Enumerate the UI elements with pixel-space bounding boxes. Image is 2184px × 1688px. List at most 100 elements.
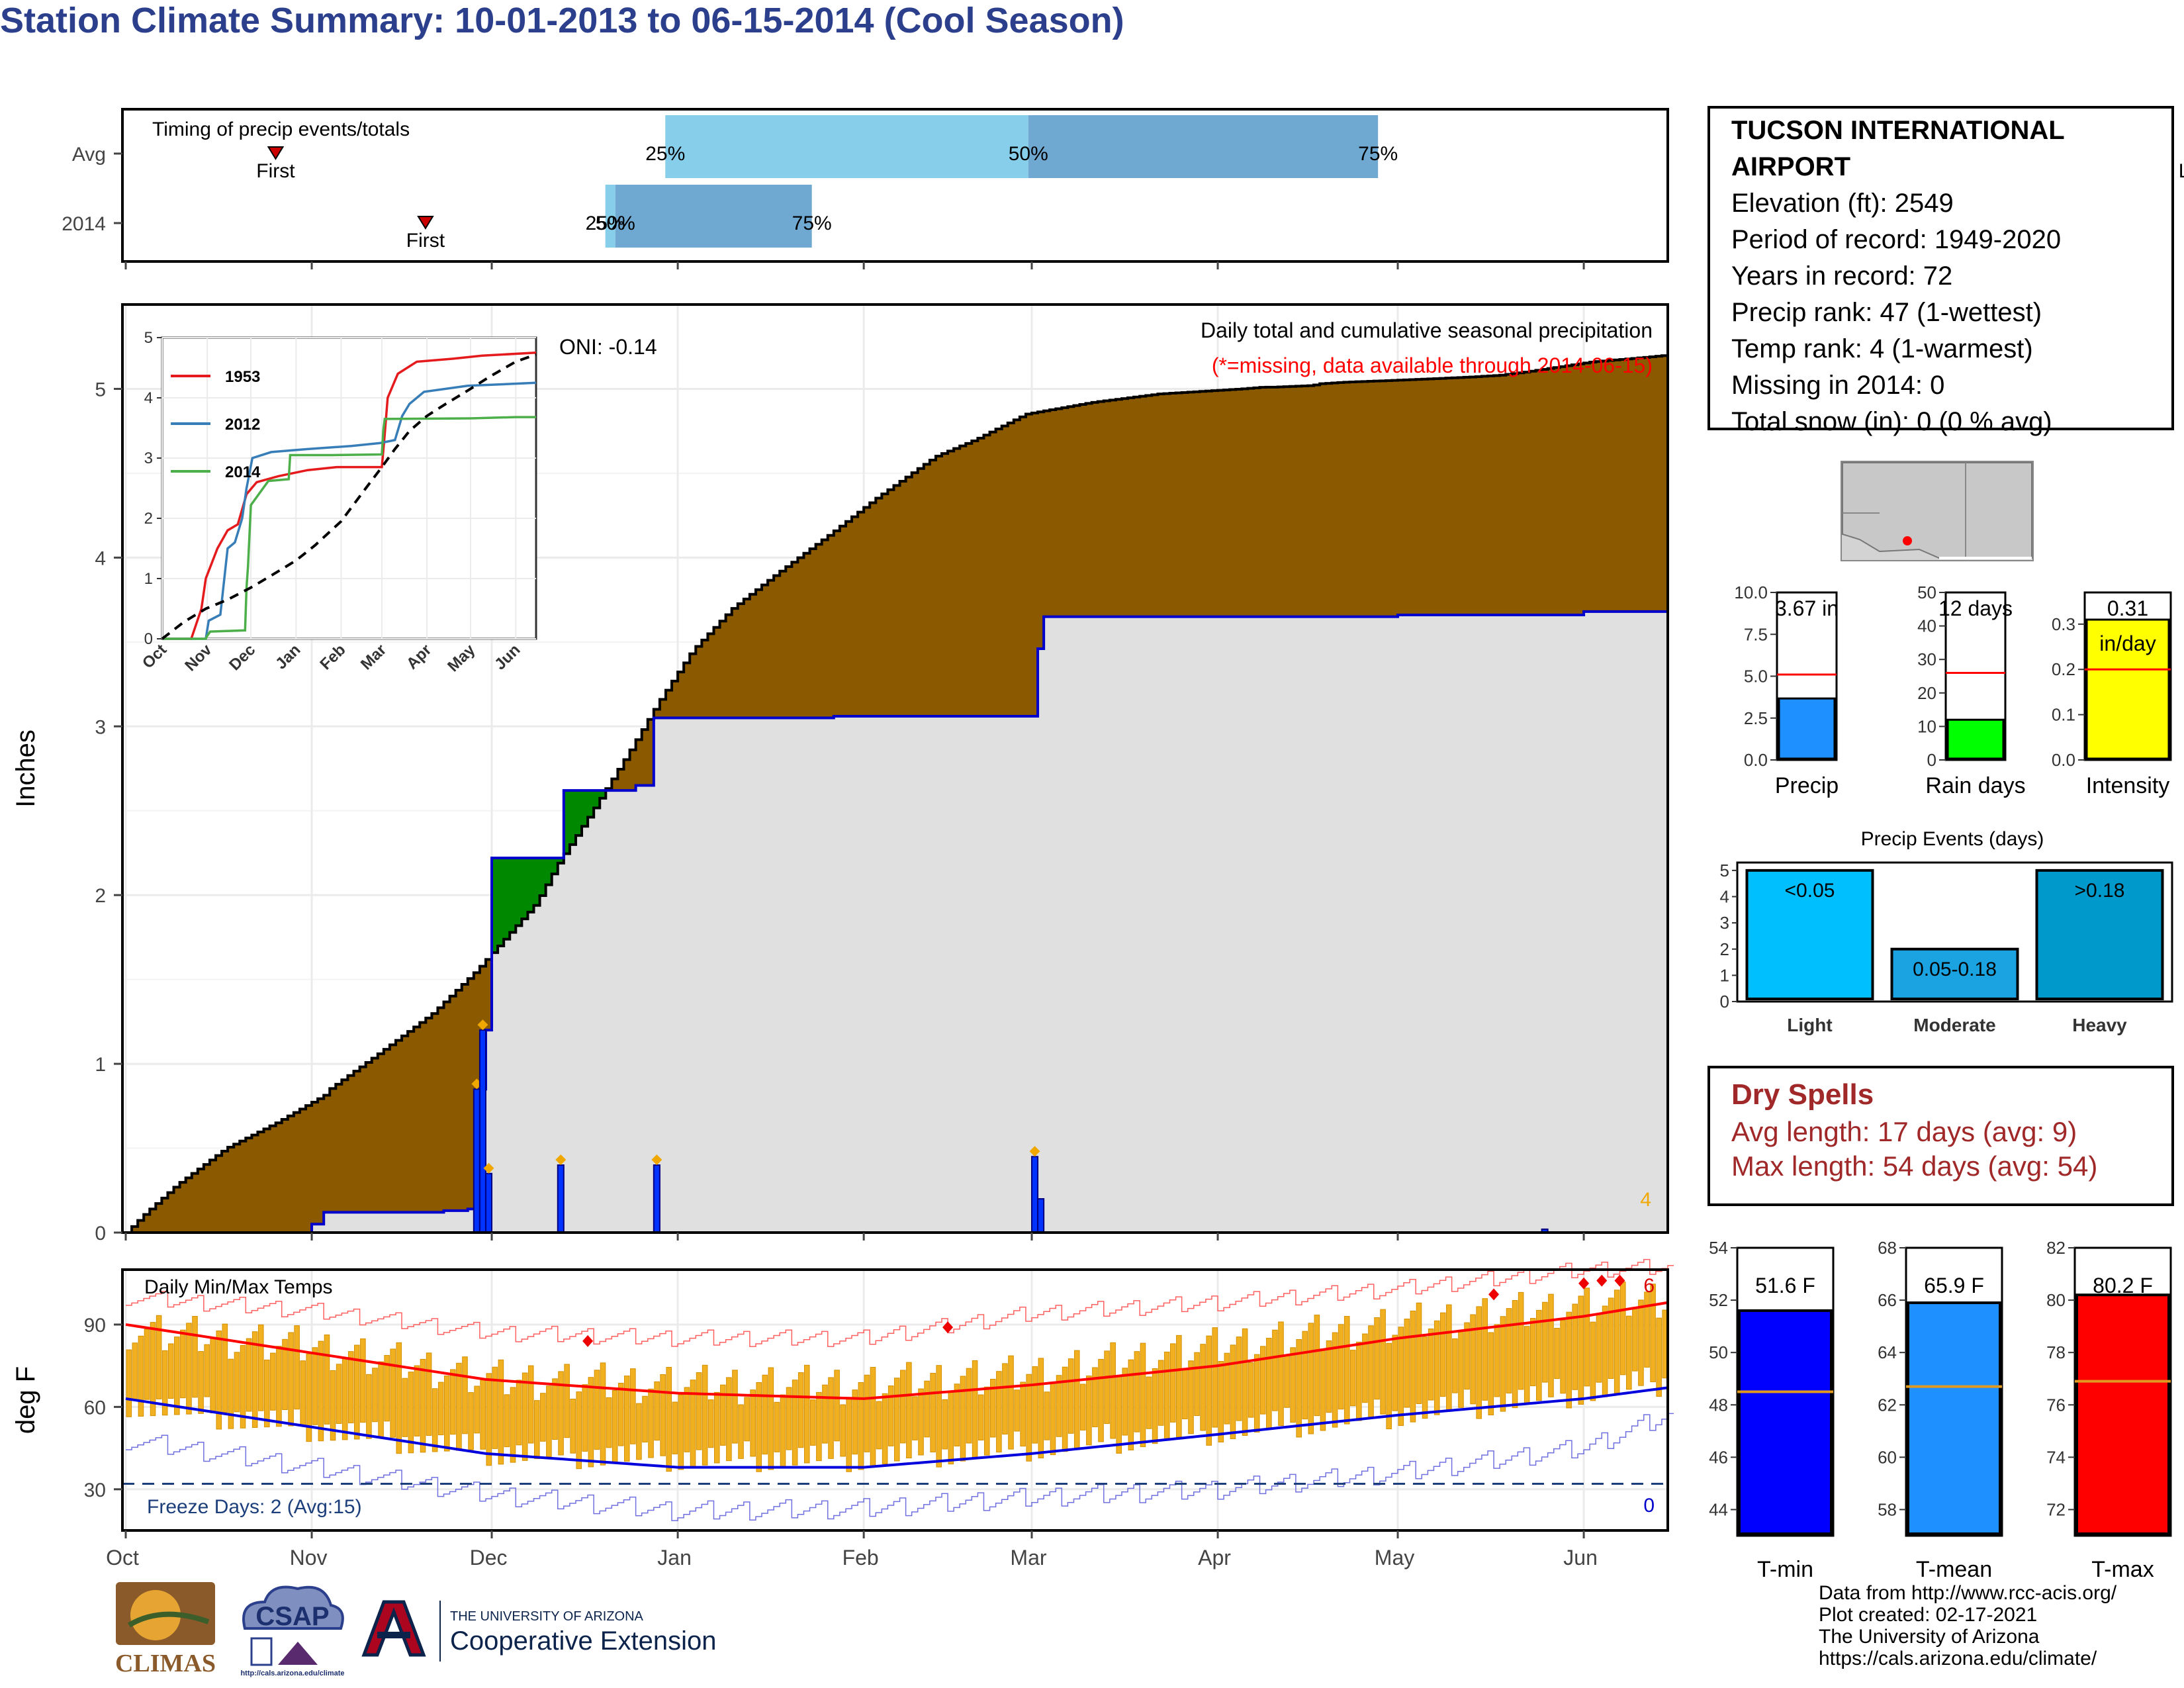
temps-x-tick-label: Dec: [470, 1546, 508, 1570]
daily-temp-bar: [347, 1351, 354, 1424]
daily-temp-bar: [1644, 1291, 1650, 1368]
summary-bar: [1946, 718, 2005, 760]
daily-temp-bar: [1343, 1316, 1350, 1425]
daily-temp-bar: [672, 1401, 678, 1454]
timing-bar-q50-q75: [615, 185, 812, 248]
daily-temp-bar: [1212, 1327, 1218, 1428]
record-high-count: 6: [1643, 1275, 1655, 1297]
summary-y-tick-label: 0.2: [2052, 659, 2075, 679]
daily-temp-bar: [1176, 1335, 1182, 1438]
inset-legend-label: 2012: [225, 416, 260, 434]
main-y-tick-label: 0: [95, 1223, 106, 1244]
daily-temp-bar: [1338, 1324, 1344, 1410]
csap-logo-cloud: [242, 1585, 344, 1630]
daily-temp-bar: [1482, 1298, 1488, 1401]
daily-temp-bar: [1134, 1351, 1140, 1432]
daily-temp-bar: [1349, 1350, 1356, 1407]
events-bar-label: <0.05: [1785, 880, 1835, 902]
daily-temp-bar: [1230, 1344, 1236, 1439]
temps-frame: [121, 1268, 1669, 1532]
temp-summary-value-label: 51.6 F: [1755, 1274, 1815, 1297]
dry-spells-avg: Avg length: 17 days (avg: 9): [1731, 1116, 2077, 1147]
daily-temp-bar: [1278, 1321, 1284, 1427]
daily-temp-bar: [1218, 1361, 1224, 1442]
summary-y-tick-label: 0.0: [1744, 750, 1768, 770]
daily-temp-bar: [1362, 1333, 1368, 1403]
daily-temp-bar: [414, 1365, 420, 1436]
daily-temp-bar: [216, 1330, 222, 1430]
daily-temp-bar: [1200, 1344, 1206, 1431]
daily-temp-bar: [750, 1389, 756, 1457]
daily-temp-bar: [1104, 1350, 1110, 1425]
events-y-tick-label: 4: [1720, 887, 1729, 907]
station-line: Years in record: 72: [1731, 261, 1953, 291]
events-bar-label: >0.18: [2075, 880, 2125, 902]
daily-temp-bar: [222, 1323, 228, 1413]
temps-y-tick-label: 90: [84, 1315, 106, 1336]
daily-temp-bar: [144, 1329, 150, 1400]
summary-x-label: Precip: [1775, 773, 1839, 798]
daily-temp-bar: [756, 1382, 762, 1472]
daily-temp-bar: [1566, 1311, 1572, 1409]
summary-y-tick-label: 50: [1917, 583, 1936, 602]
temp-summary-y-tick-label: 54: [1709, 1238, 1728, 1258]
daily-temp-bar: [1476, 1306, 1482, 1419]
temps-y-tick-label: 30: [84, 1479, 106, 1501]
events-bar: [1745, 868, 1874, 1001]
daily-temp-bar: [936, 1365, 942, 1468]
daily-temp-bar: [1326, 1340, 1332, 1413]
summary-y-tick-label: 20: [1917, 683, 1936, 703]
ua-logo-a-mark: [361, 1600, 426, 1657]
temp-summary-y-tick-label: 64: [1878, 1342, 1897, 1362]
daily-temp-bar: [660, 1374, 666, 1456]
daily-temp-bar: [1506, 1308, 1512, 1393]
events-y-tick-label: 5: [1720, 861, 1729, 880]
daily-temp-bar: [251, 1331, 258, 1428]
timing-row-label: Avg: [72, 144, 106, 165]
avg-max-temp-line: [125, 1301, 1668, 1400]
daily-temp-bar: [126, 1349, 132, 1417]
temp-summary-y-tick-label: 66: [1878, 1290, 1897, 1310]
main-y-tick-label: 3: [95, 716, 106, 738]
summary-y-tick-label: 30: [1917, 649, 1936, 669]
daily-temp-bar: [702, 1364, 708, 1466]
daily-temp-bar: [960, 1376, 966, 1462]
main-y-axis-label: Inches: [11, 729, 40, 808]
inset-legend-label: 2014: [225, 463, 261, 481]
daily-temp-bar: [390, 1348, 396, 1438]
record-low-line: [126, 1413, 1674, 1521]
daily-temp-bar: [1272, 1329, 1278, 1411]
timing-first-marker: [267, 146, 285, 160]
daily-temp-bar: [1398, 1327, 1404, 1427]
temps-x-tick-label: Jan: [657, 1546, 692, 1570]
daily-temp-bar: [420, 1358, 426, 1453]
daily-temp-bar: [1488, 1332, 1494, 1416]
csap-logo-text: CSAP: [255, 1602, 329, 1631]
daily-temp-bar: [1020, 1382, 1026, 1447]
daily-temp-bar: [707, 1399, 714, 1448]
page-title: Station Climate Summary: 10-01-2013 to 0…: [0, 1, 1124, 40]
daily-temp-bar: [198, 1351, 204, 1414]
daily-temp-bar: [527, 1365, 534, 1444]
daily-temp-bar: [192, 1316, 198, 1398]
daily-temp-bar: [1608, 1297, 1614, 1379]
daily-temp-bar: [738, 1404, 744, 1459]
daily-temp-bar: [1068, 1358, 1074, 1434]
daily-temp-bar: [1500, 1316, 1506, 1412]
daily-temp-bar: [906, 1362, 912, 1459]
daily-temp-bar: [684, 1387, 690, 1452]
daily-temp-bar: [834, 1370, 840, 1442]
daily-temp-bar: [978, 1394, 984, 1440]
daily-temp-bar: [1092, 1367, 1098, 1427]
summary-value-label-2: in/day: [2099, 632, 2156, 655]
events-y-tick-label: 3: [1720, 913, 1729, 933]
station-info-box: TUCSON INTERNATIONAL AIRPORT Elevation (…: [1707, 106, 2174, 436]
daily-temp-bar: [468, 1392, 474, 1450]
main-chart-subtitle: (*=missing, data available through 2014-…: [1212, 353, 1653, 377]
daily-temp-bar: [852, 1389, 858, 1455]
daily-temp-bar: [450, 1369, 456, 1435]
temp-summary-x-label: T-min: [1757, 1557, 1813, 1582]
daily-temp-bar: [204, 1344, 210, 1397]
daily-temp-bar: [354, 1344, 360, 1440]
